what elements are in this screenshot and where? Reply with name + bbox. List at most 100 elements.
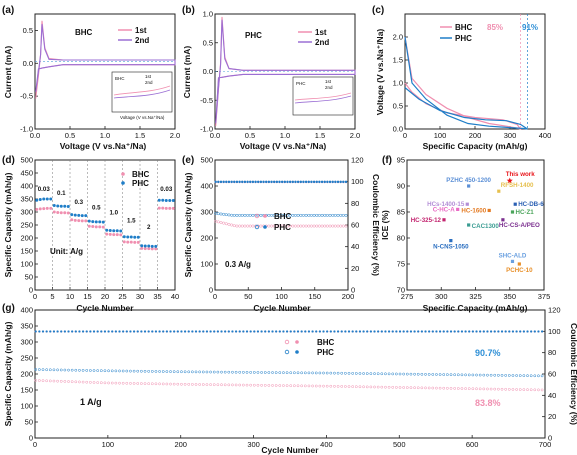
cycle-point-PHC xyxy=(320,213,324,217)
long-cycle-point-BHC xyxy=(416,386,420,390)
long-cycle-point-PHC xyxy=(285,371,289,375)
rate-point-PHC xyxy=(157,198,161,202)
long-cycle-point-BHC xyxy=(402,386,406,389)
long-cycle-point-PHC xyxy=(150,370,154,373)
long-ce-point-PHC xyxy=(366,330,369,333)
cycle-point-PHC xyxy=(259,213,263,217)
long-cycle-point-PHC xyxy=(191,370,194,374)
long-cycle-point-BHC xyxy=(420,386,424,390)
panel-a-inset-label: BHC xyxy=(115,76,125,81)
long-ce-point-PHC xyxy=(530,330,533,333)
panel-a-ylabel: Current (mA) xyxy=(3,46,13,99)
long-ce-point-PHC xyxy=(340,330,343,333)
panel-e-legend: BHC PHC xyxy=(254,212,292,232)
long-ce-point-PHC xyxy=(118,330,121,333)
x-tick-label: 100 xyxy=(275,292,288,301)
long-ce-point-PHC xyxy=(162,330,165,333)
cycle-point-BHC xyxy=(309,224,313,228)
panel-a-legend: 1st 2nd xyxy=(118,26,149,45)
rate-point-BHC xyxy=(115,233,119,237)
cycle-point-BHC xyxy=(344,224,348,228)
ce-point-PHC xyxy=(241,180,244,184)
cycle-point-BHC xyxy=(315,224,319,228)
y-tick-label: 80 xyxy=(397,234,405,243)
long-cycle-point-BHC xyxy=(165,382,169,386)
x-tick-label: 150 xyxy=(308,292,321,301)
long-ce-point-PHC xyxy=(224,330,227,333)
cycle-point-BHC xyxy=(272,224,276,228)
cycle-point-BHC xyxy=(275,224,279,228)
long-cycle-point-PHC xyxy=(118,369,121,373)
long-cycle-point-PHC xyxy=(140,369,143,373)
long-ce-point-PHC xyxy=(107,330,110,333)
cycle-point-PHC xyxy=(240,213,244,217)
long-cycle-point-BHC xyxy=(300,384,304,388)
y-tick-label: 1.0 xyxy=(203,10,213,19)
ce-point-PHC xyxy=(315,180,318,184)
long-cycle-point-PHC xyxy=(405,372,409,376)
rate-point-PHC xyxy=(115,229,119,233)
long-cycle-point-BHC xyxy=(136,382,140,385)
long-ce-point-PHC xyxy=(384,330,387,333)
long-cycle-point-PHC xyxy=(387,372,391,376)
long-ce-point-PHC xyxy=(129,330,132,333)
panel-e: (e) 0 50 100 150 200010020030040050002040608… xyxy=(182,155,381,313)
cycle-point-PHC xyxy=(280,213,284,217)
ce-point-PHC xyxy=(334,180,337,184)
long-cycle-point-PHC xyxy=(507,374,511,377)
cycle-point-BHC xyxy=(227,222,231,226)
long-ce-point-PHC xyxy=(74,330,77,333)
cycle-point-PHC xyxy=(222,212,226,216)
long-ce-point-PHC xyxy=(147,330,150,333)
long-cycle-point-PHC xyxy=(242,370,245,374)
panel-b-legend-1st: 1st xyxy=(315,28,327,37)
long-cycle-point-BHC xyxy=(344,385,347,388)
cycle-point-BHC xyxy=(301,224,305,228)
long-cycle-point-BHC xyxy=(475,387,478,391)
long-cycle-point-PHC xyxy=(223,370,227,374)
long-cycle-point-PHC xyxy=(478,373,482,377)
long-ce-point-PHC xyxy=(202,330,205,333)
rate-point-PHC xyxy=(122,235,126,239)
long-cycle-point-PHC xyxy=(442,373,446,376)
long-ce-point-PHC xyxy=(486,330,489,333)
long-ce-point-PHC xyxy=(220,330,223,333)
cycle-point-PHC xyxy=(331,213,335,217)
long-ce-point-PHC xyxy=(431,330,434,333)
cycle-point-PHC xyxy=(317,213,321,217)
long-ce-point-PHC xyxy=(151,330,154,333)
cycle-point-PHC xyxy=(339,213,343,217)
rate-point-BHC xyxy=(66,211,70,215)
y-tick-label: 300 xyxy=(20,338,33,347)
long-cycle-point-PHC xyxy=(526,374,529,378)
long-ce-point-PHC xyxy=(245,330,249,333)
long-cycle-point-BHC xyxy=(89,380,92,384)
ce-point-PHC xyxy=(294,180,297,184)
long-cycle-point-BHC xyxy=(242,383,245,387)
ce-point-PHC xyxy=(219,180,223,184)
long-cycle-point-PHC xyxy=(267,371,271,374)
cycle-point-PHC xyxy=(224,213,228,217)
panel-e-legend-bhc: BHC xyxy=(274,212,292,221)
long-cycle-point-BHC xyxy=(220,383,223,387)
rate-point-BHC xyxy=(63,211,67,215)
long-cycle-point-PHC xyxy=(132,369,136,373)
long-cycle-point-PHC xyxy=(467,373,471,377)
ice-point-label: This work xyxy=(506,171,535,178)
cycle-point-PHC xyxy=(315,213,319,217)
cycle-point-PHC xyxy=(214,211,218,215)
capacity-curve-PHC xyxy=(404,36,528,130)
long-cycle-point-PHC xyxy=(376,372,380,376)
long-cycle-point-BHC xyxy=(278,384,282,387)
long-ce-point-PHC xyxy=(231,330,234,333)
y-tick-label: 0.0 xyxy=(23,59,33,68)
ce-point-PHC xyxy=(267,180,271,184)
long-cycle-point-PHC xyxy=(249,371,253,374)
cycle-point-BHC xyxy=(336,224,340,228)
rate-point-PHC xyxy=(171,199,175,203)
y-tick-label: 200 xyxy=(200,234,213,243)
panel-e-legend-bhc-swatch xyxy=(263,214,267,218)
panel-b: (b) 0.0 0.5 1.0 1.5 2.0 -1.0 -0.5 0.0 0.5 1.0 PHC… xyxy=(182,5,360,151)
rate-point-PHC xyxy=(105,228,109,232)
long-cycle-point-PHC xyxy=(395,372,398,376)
